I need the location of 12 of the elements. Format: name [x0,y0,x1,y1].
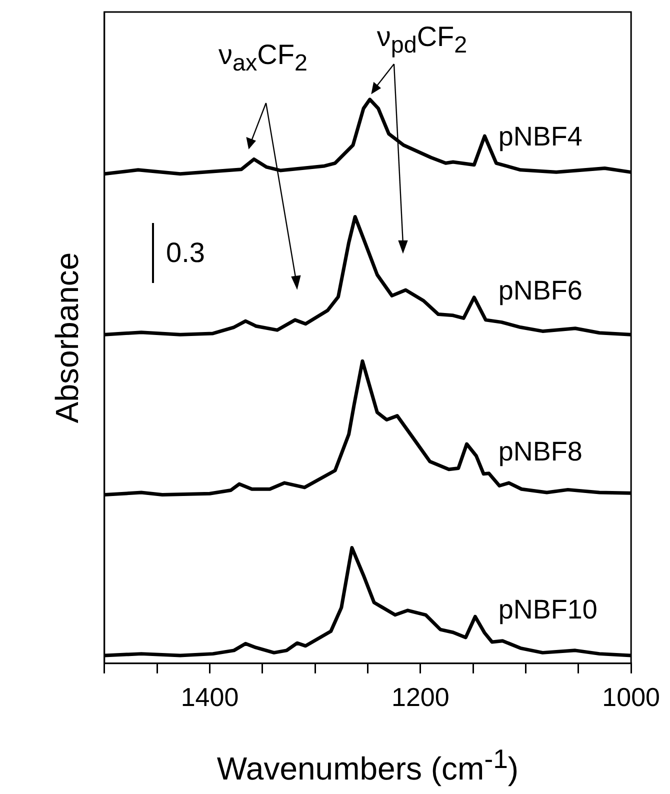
x-tick-label: 1400 [180,682,239,712]
annotation: 0.3 [166,237,205,268]
x-tick-label: 1200 [391,682,450,712]
y-axis-title: Absorbance [49,252,86,424]
x-tick-label: 1000 [602,682,660,712]
text: ν$_{ax}$CF$_{2}$ [218,39,308,76]
series-label: pNBF8 [498,436,582,466]
text: ν$_{pd}$CF$_{2}$ [376,21,468,58]
series-label: pNBF10 [498,594,598,624]
series-label: pNBF4 [498,122,582,152]
x-axis-title: Wavenumbers (cm$^{-1}$) [216,744,519,788]
series-label: pNBF6 [498,276,582,306]
